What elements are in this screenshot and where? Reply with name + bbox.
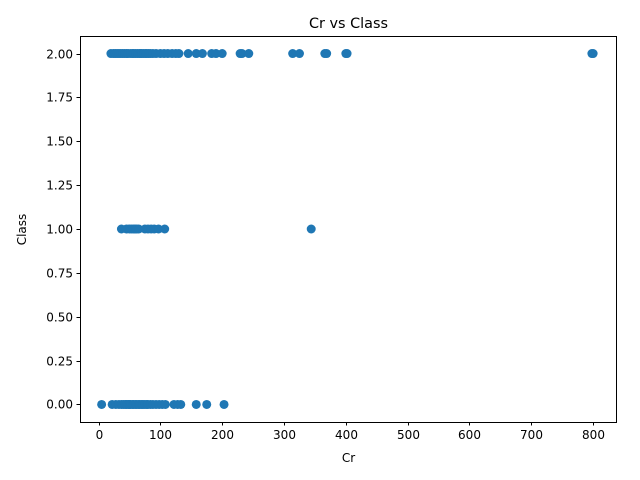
scatter-point (174, 49, 184, 59)
scatter-point (191, 49, 201, 59)
y-tick-label: 1.25 (46, 179, 73, 193)
scatter-point (160, 399, 170, 409)
x-tick-label: 500 (397, 428, 420, 442)
y-axis-label: Class (15, 214, 29, 246)
scatter-point (306, 224, 316, 234)
scatter-point (191, 399, 201, 409)
y-tick-label: 1.75 (46, 91, 73, 105)
scatter-point (322, 49, 332, 59)
y-axis-ticks: 0.00 0.25 0.50 0.75 1.00 1.25 1.50 1.75 2.00 (46, 48, 80, 412)
y-tick-label: 0.75 (46, 267, 73, 281)
x-tick-label: 800 (582, 428, 605, 442)
scatter-point (219, 399, 229, 409)
scatter-point (197, 49, 207, 59)
x-axis-ticks: 0 100 200 300 400 500 600 700 800 (96, 422, 605, 442)
scatter-point (588, 49, 598, 59)
x-tick-label: 300 (273, 428, 296, 442)
y-tick-label: 2.00 (46, 48, 73, 62)
scatter-point (217, 49, 227, 59)
x-tick-label: 600 (458, 428, 481, 442)
x-tick-label: 400 (335, 428, 358, 442)
x-tick-label: 100 (149, 428, 172, 442)
scatter-point (97, 399, 107, 409)
scatter-point (160, 224, 170, 234)
y-tick-label: 0.00 (46, 398, 73, 412)
x-tick-label: 700 (520, 428, 543, 442)
scatter-point (237, 49, 247, 59)
y-tick-label: 0.50 (46, 311, 73, 325)
x-tick-label: 0 (96, 428, 104, 442)
x-axis-label: Cr (342, 451, 355, 465)
scatter-point (176, 399, 186, 409)
scatter-point (211, 49, 221, 59)
y-tick-label: 1.00 (46, 223, 73, 237)
data-points (97, 49, 598, 409)
scatter-point (244, 49, 254, 59)
chart-title: Cr vs Class (309, 16, 388, 32)
scatter-point (134, 224, 144, 234)
x-tick-label: 200 (211, 428, 234, 442)
scatter-point (154, 224, 164, 234)
scatter-point (183, 49, 193, 59)
scatter-point (202, 399, 212, 409)
y-tick-label: 1.50 (46, 135, 73, 149)
y-tick-label: 0.25 (46, 355, 73, 369)
scatter-point (342, 49, 352, 59)
scatter-point (288, 49, 298, 59)
plot-frame (80, 36, 617, 423)
scatter-point (294, 49, 304, 59)
